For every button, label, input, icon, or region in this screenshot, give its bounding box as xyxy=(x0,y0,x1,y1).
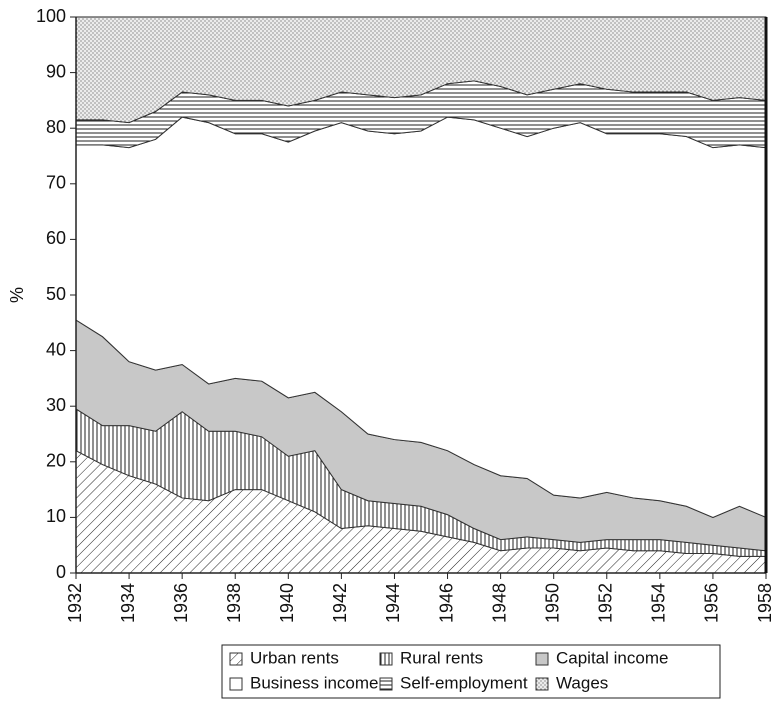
y-axis-label: % xyxy=(7,287,27,303)
legend-swatch-pattern xyxy=(379,652,393,666)
plot-area: 0 10 20 30 40 50 60 70 80 90 100 1932 1934 1936 1938 19… xyxy=(36,6,775,623)
x-tick-label: 1956 xyxy=(702,583,722,623)
y-tick-label: 50 xyxy=(46,284,66,304)
y-tick-label: 0 xyxy=(56,562,66,582)
y-tick-label: 90 xyxy=(46,61,66,81)
x-tick-label: 1952 xyxy=(596,583,616,623)
legend-swatch-pattern xyxy=(229,677,243,691)
y-tick-label: 40 xyxy=(46,339,66,359)
legend-swatch-pattern xyxy=(535,652,549,666)
legend-label: Wages xyxy=(556,673,608,692)
x-tick-label: 1932 xyxy=(65,583,85,623)
legend-swatch-pattern xyxy=(535,677,549,691)
y-tick-label: 30 xyxy=(46,395,66,415)
legend-label: Capital income xyxy=(556,648,668,667)
y-tick-label: 70 xyxy=(46,173,66,193)
legend-swatch-pattern xyxy=(379,677,393,691)
x-tick-label: 1946 xyxy=(436,583,456,623)
x-tick-label: 1958 xyxy=(755,583,775,623)
legend-swatch-pattern xyxy=(229,652,243,666)
y-tick-label: 80 xyxy=(46,117,66,137)
y-tick-label: 60 xyxy=(46,228,66,248)
x-tick-label: 1950 xyxy=(542,583,562,623)
x-tick-label: 1936 xyxy=(171,583,191,623)
x-tick-label: 1934 xyxy=(118,583,138,623)
legend-label: Self-employment xyxy=(400,673,528,692)
y-tick-label: 100 xyxy=(36,6,66,26)
y-tick-label: 10 xyxy=(46,506,66,526)
legend-box xyxy=(221,644,721,699)
x-tick-label: 1954 xyxy=(649,583,669,623)
x-tick-label: 1942 xyxy=(330,583,350,623)
legend-label: Business income xyxy=(250,673,379,692)
x-tick-label: 1944 xyxy=(383,583,403,623)
y-tick-label: 20 xyxy=(46,451,66,471)
x-tick-label: 1938 xyxy=(224,583,244,623)
legend: Urban rents Rural rents Capital income Busi… xyxy=(229,648,668,692)
x-tick-label: 1940 xyxy=(277,583,297,623)
legend-label: Rural rents xyxy=(400,648,483,667)
legend-label: Urban rents xyxy=(250,648,339,667)
x-tick-label: 1948 xyxy=(489,583,509,623)
